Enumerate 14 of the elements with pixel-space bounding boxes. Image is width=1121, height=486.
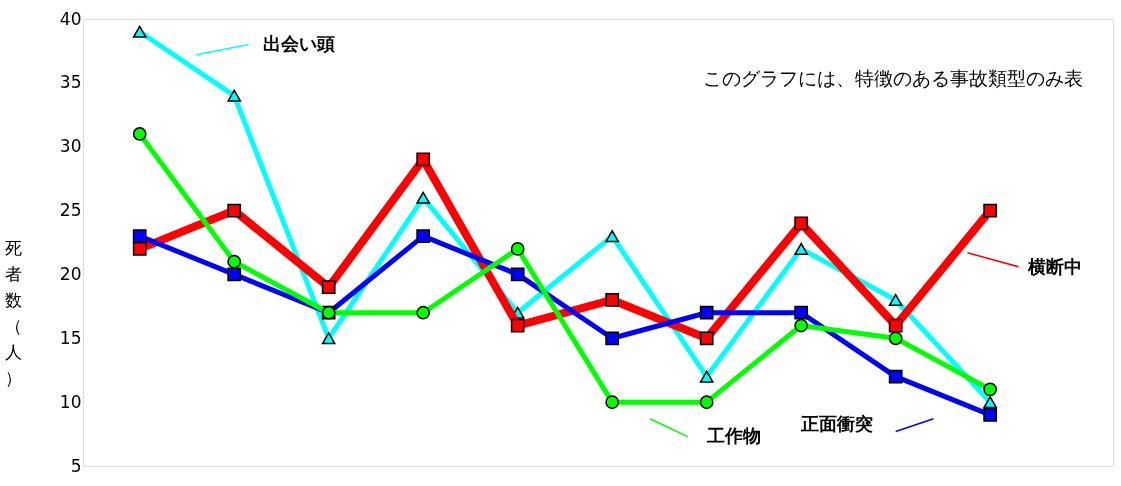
series-label: 正面衝突 (800, 413, 874, 435)
y-tick-label: 40 (59, 8, 82, 29)
y-tick-label: 25 (59, 200, 82, 221)
y-tick-label: 30 (59, 136, 82, 157)
legend-label: 横断中 (1026, 256, 1082, 278)
y-axis-title: 死者数（人） (4, 238, 22, 388)
legend-label: 工作物 (705, 424, 761, 446)
annotation: このグラフには、特徴のある事故類型のみ表 (703, 67, 1083, 89)
y-tick-label: 15 (59, 327, 82, 348)
y-tick-label: 20 (59, 263, 82, 284)
y-tick-label: 35 (59, 72, 82, 93)
y-tick-label: 5 (70, 455, 82, 476)
y-tick-label: 10 (59, 391, 82, 412)
legend-label: 出会い頭 (262, 32, 335, 54)
